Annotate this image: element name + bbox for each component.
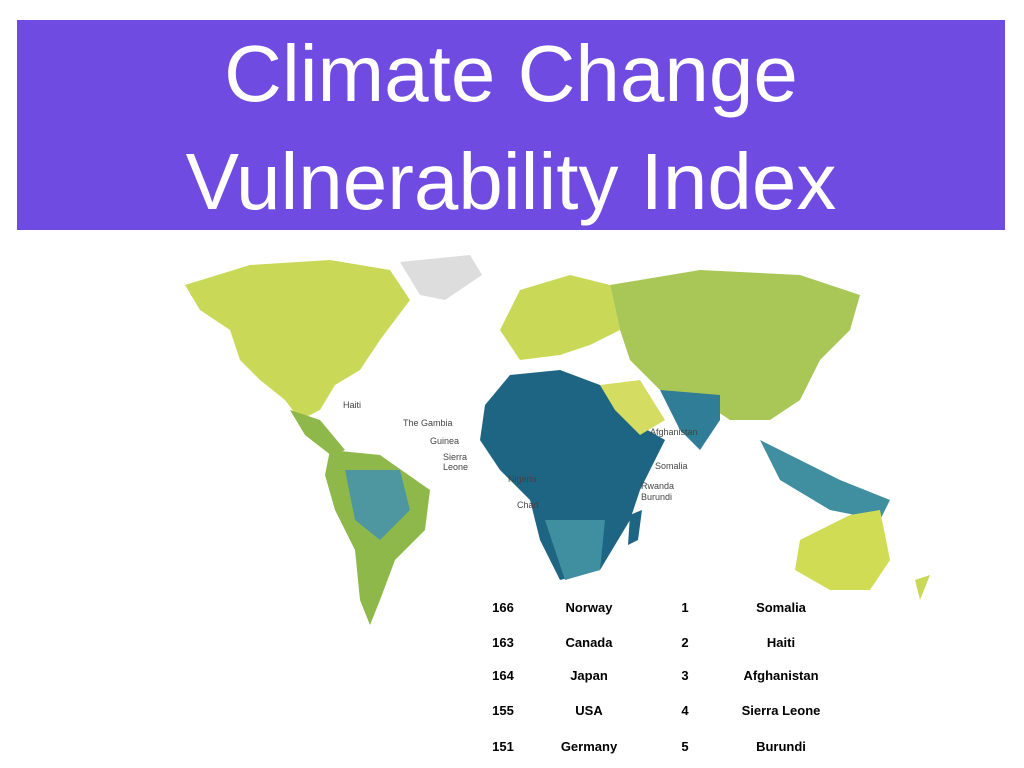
table-cell: 151 <box>492 739 514 754</box>
title-line: Vulnerability Index <box>185 137 837 226</box>
table-cell: 2 <box>681 635 689 650</box>
table-cell: Afghanistan <box>743 668 819 683</box>
map-label: Somalia <box>655 461 688 471</box>
map-label: Haiti <box>343 400 362 410</box>
table-cell: 4 <box>681 703 689 718</box>
map-label: Nigeria <box>508 474 537 484</box>
table-cell: Haiti <box>766 635 796 650</box>
table-cell: 163 <box>492 635 514 650</box>
title-line: Climate Change <box>224 29 798 118</box>
map-label: The Gambia <box>403 418 453 428</box>
table-cell: 1 <box>681 600 689 615</box>
title-banner: Climate Change Vulnerability Index <box>17 20 1005 230</box>
table-cell: 5 <box>681 739 689 754</box>
table-cell: Japan <box>570 668 608 683</box>
table-cell: Norway <box>565 600 613 615</box>
table-cell: 155 <box>492 703 514 718</box>
table-cell: 164 <box>492 668 514 683</box>
table-cell: USA <box>575 703 603 718</box>
table-cell: 166 <box>492 600 514 615</box>
map-label: Afghanistan <box>650 427 698 437</box>
table-cell: Burundi <box>756 739 806 754</box>
table-cell: 3 <box>681 668 689 683</box>
table-cell: Canada <box>565 635 613 650</box>
map-label: Rwanda <box>641 481 675 491</box>
map-label: Guinea <box>430 436 460 446</box>
table-cell: Sierra Leone <box>741 703 821 718</box>
table-cell: Germany <box>560 739 618 754</box>
table-cell: Somalia <box>756 600 806 615</box>
map-label: Burundi <box>641 492 673 502</box>
map-label: Chad <box>517 500 539 510</box>
map-label: Sierra Leone <box>443 452 469 472</box>
